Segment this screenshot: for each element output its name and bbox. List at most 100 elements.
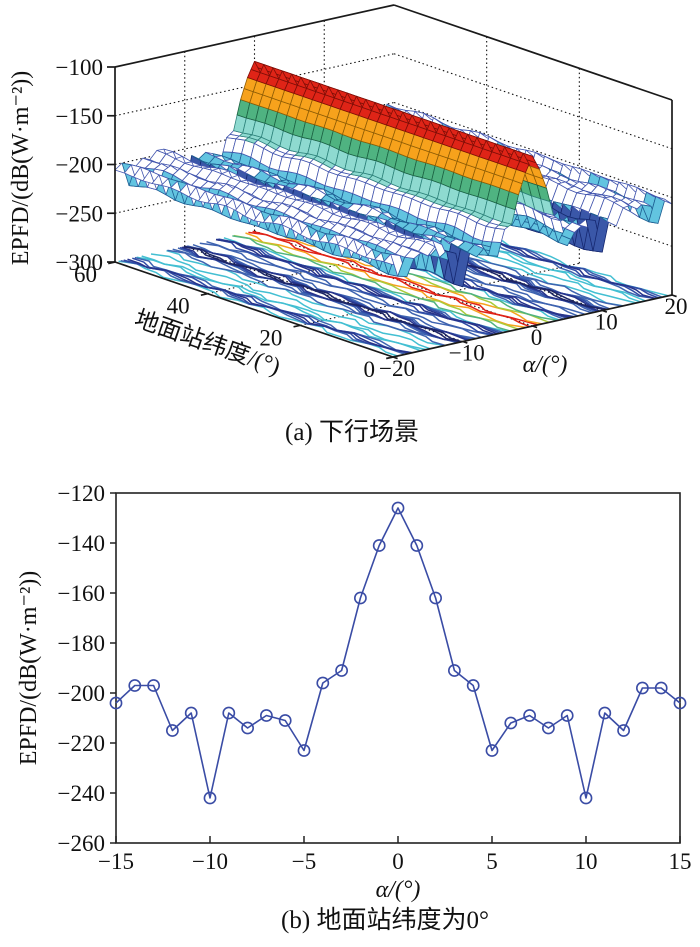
- data-point-marker: [410, 539, 424, 552]
- y-tick-label: 40: [167, 294, 190, 319]
- data-point-marker: [504, 716, 518, 730]
- z-tick-label: −250: [56, 201, 103, 226]
- y-tick-label: −120: [58, 481, 105, 506]
- data-point-marker: [353, 591, 367, 605]
- data-series: [109, 501, 687, 805]
- contour-line: [232, 235, 511, 332]
- z-tick-label: −200: [56, 153, 103, 178]
- contour-line: [206, 240, 492, 336]
- data-point-marker: [466, 679, 480, 692]
- chart-b-line-plot: −120 −140 −160 −180 −200 −220 −240 −260−15 −10 −5…: [16, 481, 692, 934]
- data-point-marker: [560, 709, 574, 722]
- data-point-marker: [447, 664, 461, 677]
- data-point-marker: [542, 721, 555, 735]
- x-axis-label: α/(°): [523, 352, 568, 378]
- x-tick-label: 20: [665, 294, 688, 319]
- plot-frame: [110, 492, 681, 844]
- z-axis-label: EPFD/(dB(W·m⁻²)): [8, 71, 34, 266]
- z-tick-label: −300: [56, 250, 103, 275]
- box-top-right-edge: [393, 4, 673, 101]
- x-tick: [532, 325, 538, 329]
- data-point-marker: [598, 706, 612, 720]
- data-point-marker: [203, 791, 217, 805]
- plot-border: [115, 492, 681, 844]
- y-tick: [200, 292, 208, 296]
- data-point-marker: [391, 501, 405, 515]
- contour-line: [167, 249, 446, 347]
- data-point-marker: [278, 714, 292, 727]
- data-point-marker: [654, 681, 668, 695]
- data-point-marker: [222, 706, 236, 720]
- data-point-marker: [673, 696, 687, 710]
- contour-line: [118, 260, 398, 357]
- y-tick-label: 20: [259, 325, 282, 350]
- data-point-marker: [184, 706, 198, 720]
- data-point-marker: [636, 681, 649, 695]
- x-tick: [392, 356, 398, 360]
- x-tick-label: 5: [486, 849, 498, 874]
- contour-line: [132, 257, 413, 354]
- tick-labels: −120 −140 −160 −180 −200 −220 −240 −260−15 −10 −5…: [58, 481, 692, 874]
- caption-b: (b) 地面站纬度为0°: [281, 906, 489, 934]
- y-tick-label: 0: [364, 357, 376, 382]
- contour-line: [252, 230, 538, 326]
- x-axis-label: α/(°): [376, 877, 421, 903]
- wall-grid-horizontal: [393, 101, 673, 199]
- data-point-marker: [523, 709, 536, 722]
- data-point-marker: [429, 591, 442, 605]
- x-tick-label: −20: [379, 356, 415, 381]
- y-tick: [108, 261, 116, 265]
- surface-mesh: [114, 61, 673, 288]
- x-tick-label: 0: [531, 325, 543, 350]
- data-point-marker: [297, 744, 311, 757]
- x-tick: [601, 309, 608, 313]
- caption-a: (a) 下行场景: [285, 418, 419, 446]
- data-point-marker: [147, 679, 160, 692]
- contour-line: [215, 238, 498, 335]
- contour-line: [141, 255, 427, 351]
- x-tick-label: −10: [192, 849, 228, 874]
- y-tick-label: 60: [74, 262, 97, 287]
- data-point-marker: [259, 709, 273, 722]
- contour-line: [150, 253, 431, 350]
- y-tick-label: −200: [58, 681, 105, 706]
- x-tick-label: 15: [669, 849, 692, 874]
- y-tick: [293, 324, 301, 328]
- data-point-marker: [241, 721, 254, 735]
- y-tick-label: −160: [58, 581, 105, 606]
- data-point-marker: [372, 539, 386, 552]
- x-tick-label: 10: [595, 310, 618, 335]
- x-tick: [462, 340, 468, 344]
- x-tick-label: −5: [292, 849, 316, 874]
- data-point-marker: [128, 679, 142, 692]
- x-tick-label: 10: [575, 849, 598, 874]
- x-tick-label: −15: [98, 849, 134, 874]
- x-tick: [671, 294, 677, 298]
- data-point-marker: [109, 696, 123, 710]
- y-tick-label: −220: [58, 731, 105, 756]
- box-top-left-edge: [114, 4, 395, 68]
- floor-grid-line: [300, 262, 580, 326]
- axes-box: [107, 4, 677, 360]
- data-point-marker: [316, 676, 330, 690]
- data-point-marker: [579, 791, 593, 805]
- contour-line: [127, 258, 412, 354]
- y-tick-label: −140: [58, 531, 105, 556]
- data-point-marker: [165, 724, 179, 737]
- z-tick-label: −150: [56, 104, 103, 129]
- y-tick-label: −180: [58, 631, 105, 656]
- floor-grid-line: [254, 230, 533, 327]
- data-point-marker: [485, 744, 499, 757]
- data-point-marker: [617, 724, 630, 737]
- contour-line: [233, 234, 519, 330]
- y-axis-label: EPFD/(dB(W·m⁻²)): [16, 571, 42, 766]
- z-tick-label: −100: [56, 55, 103, 80]
- series-line: [115, 507, 681, 799]
- y-axis: [114, 261, 394, 358]
- data-point-marker: [335, 664, 348, 677]
- y-tick: [386, 356, 394, 360]
- contour-line: [183, 246, 463, 343]
